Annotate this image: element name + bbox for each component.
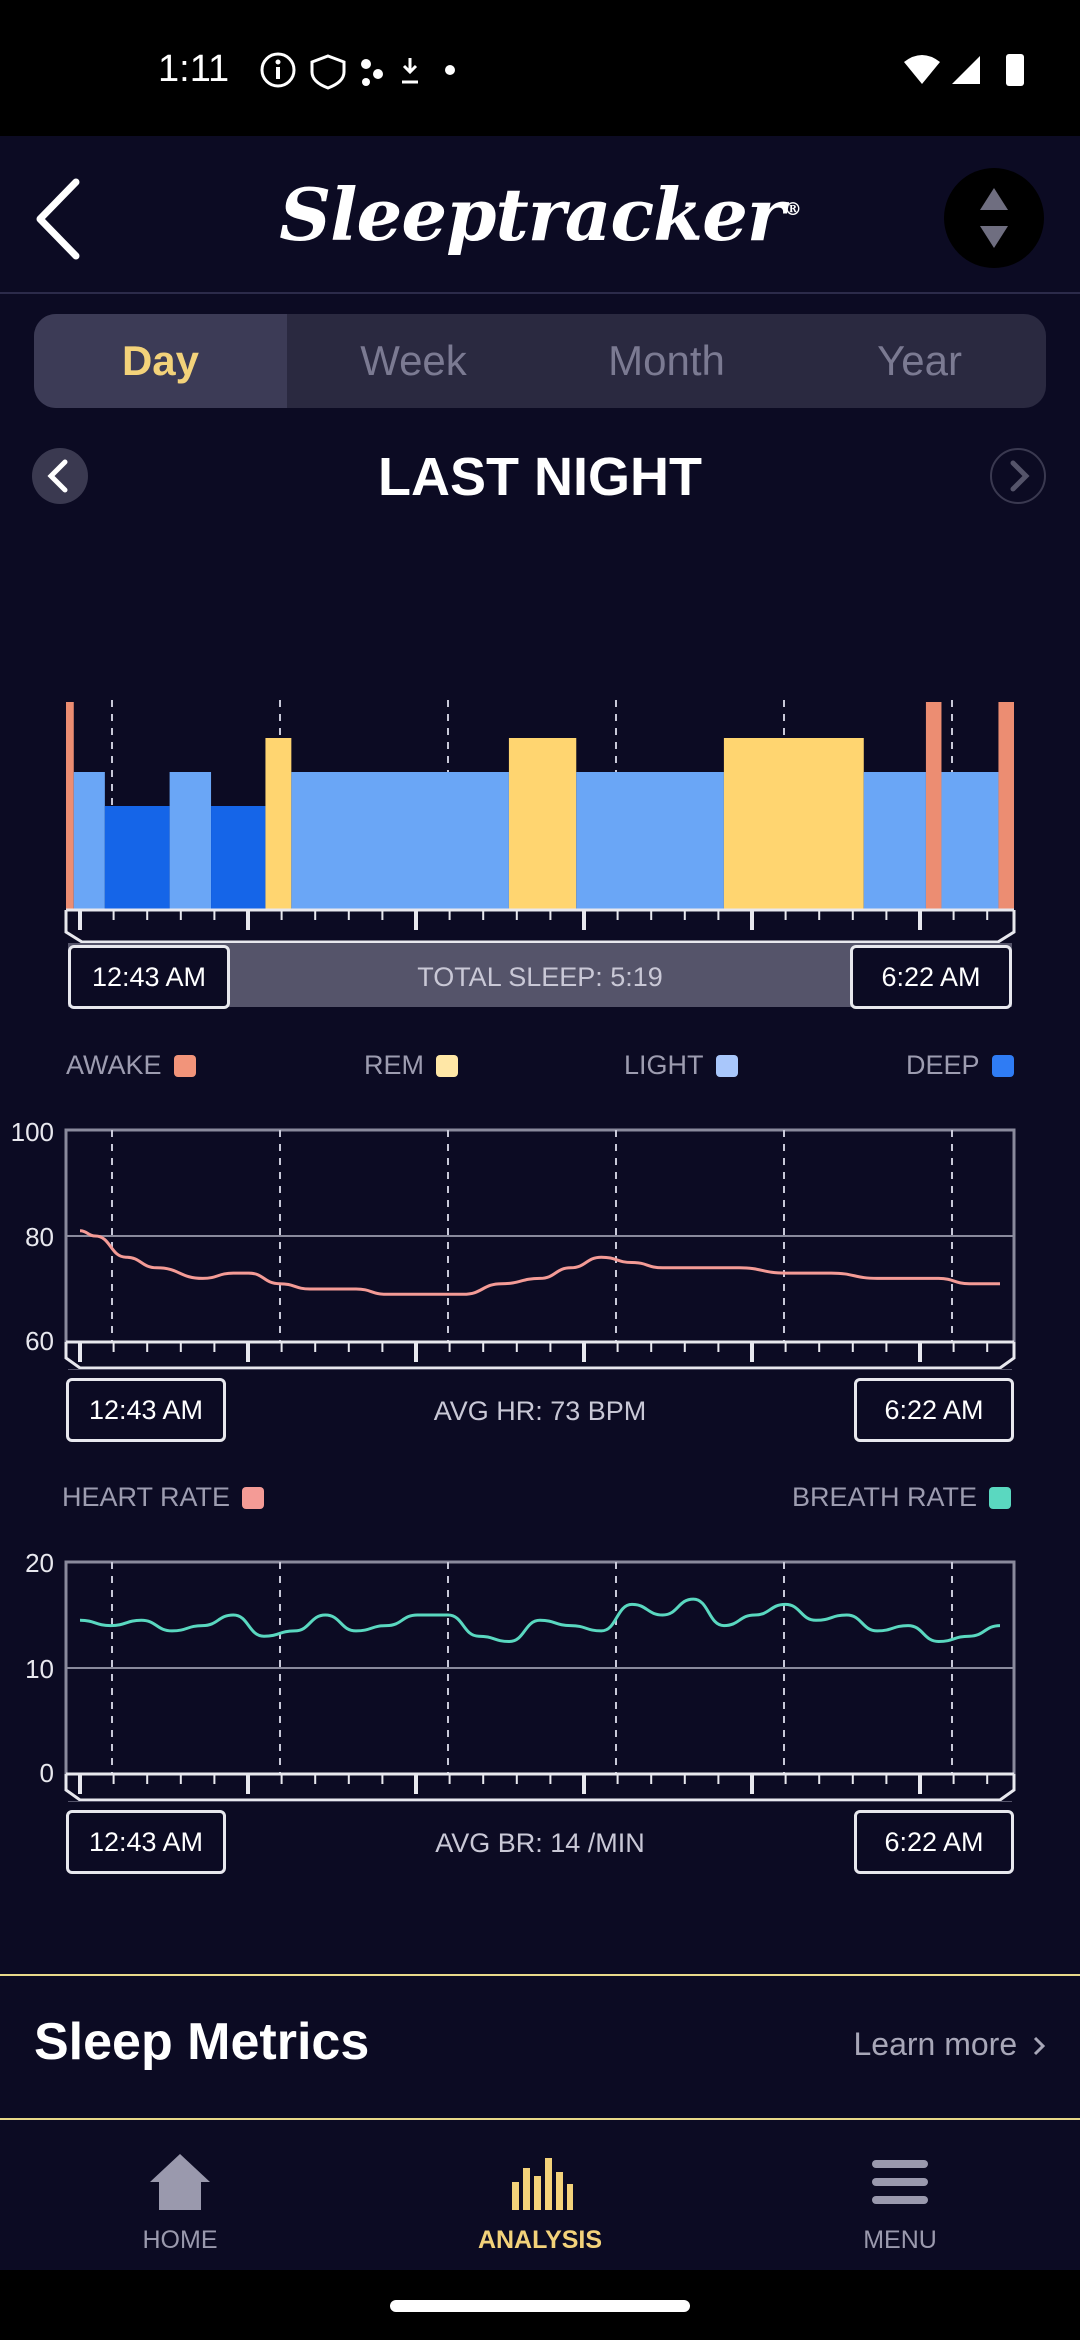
hr-end-time: 6:22 AM (854, 1378, 1014, 1442)
heart-rate-chart (64, 1128, 1016, 1370)
legend-deep: DEEP (906, 1050, 1014, 1081)
home-gesture-bar[interactable] (390, 2300, 690, 2312)
stage-bracket (64, 910, 1016, 944)
app-logo: Sleeptracker® (0, 172, 1080, 257)
total-sleep-label: TOTAL SLEEP: 5:19 (417, 962, 663, 992)
hr-axis-mid: 80 (25, 1222, 54, 1252)
avg-br-label: AVG BR: 14 /MIN (435, 1828, 645, 1858)
next-period-button[interactable] (990, 448, 1046, 504)
legend-heart-rate-label: HEART RATE (62, 1482, 231, 1512)
legend-awake-label: AWAKE (66, 1050, 162, 1080)
br-axis-bottom: 0 (39, 1758, 54, 1788)
stage-segment-deep (104, 806, 170, 910)
legend-breath-rate-swatch (989, 1486, 1012, 1509)
home-icon (150, 2154, 210, 2210)
legend-awake-swatch (173, 1054, 196, 1077)
stage-segment-light (576, 772, 724, 910)
legend-deep-label: DEEP (906, 1050, 980, 1080)
tab-year[interactable]: Year (877, 337, 962, 384)
br-end-time: 6:22 AM (854, 1810, 1014, 1874)
up-down-arrows-icon (980, 188, 1008, 248)
breath-rate-chart (64, 1560, 1016, 1802)
heart-rate-summary-bar (68, 1369, 1012, 1370)
nav-home-label: HOME (142, 2226, 218, 2254)
back-arrow-icon[interactable] (28, 174, 98, 264)
heart-rate-bracket (64, 1342, 1016, 1370)
br-axis-top: 20 (25, 1548, 54, 1578)
hamburger-menu-icon (872, 2160, 928, 2204)
tab-day[interactable]: Day (34, 314, 287, 408)
avg-hr-label: AVG HR: 73 BPM (433, 1396, 647, 1426)
nav-menu[interactable]: MENU (720, 2120, 1080, 2270)
stage-segment-rem (265, 738, 292, 910)
stage-segment-awake (925, 702, 942, 910)
legend-breath-rate: BREATH RATE (792, 1482, 1012, 1513)
legend-awake: AWAKE (66, 1050, 196, 1081)
learn-more-label: Learn more (853, 2026, 1018, 2062)
sleep-metrics-title: Sleep Metrics (34, 2013, 370, 2071)
br-start-time: 12:43 AM (66, 1810, 226, 1874)
sort-button[interactable] (944, 168, 1044, 268)
stage-segment-awake (66, 702, 74, 910)
nav-home[interactable]: HOME (0, 2120, 360, 2270)
learn-more-link[interactable]: Learn more (853, 2026, 1048, 2063)
br-axis-mid: 10 (25, 1654, 54, 1684)
heart-rate-line (79, 1229, 1000, 1296)
stage-segment-rem (723, 738, 864, 910)
period-tabs: Day Week Month Year (34, 314, 1046, 408)
notification-icons (260, 52, 455, 90)
breath-rate-line (79, 1597, 1001, 1644)
app-bar: Sleeptracker® (0, 136, 1080, 294)
stage-segment-light (941, 772, 999, 910)
system-status-icons (904, 54, 1024, 86)
breath-rate-bracket (64, 1774, 1016, 1802)
stage-segment-light (291, 772, 509, 910)
stage-segment-light (863, 772, 926, 910)
legend-light-label: LIGHT (624, 1050, 704, 1080)
legend-light-swatch (715, 1054, 738, 1077)
sleep-metrics-section: Sleep Metrics Learn more (0, 1974, 1080, 2120)
previous-period-button[interactable] (32, 448, 88, 504)
legend-breath-rate-label: BREATH RATE (792, 1482, 978, 1512)
stage-segment-deep (211, 806, 266, 910)
breath-rate-summary-bar (68, 1801, 1012, 1802)
nav-analysis-label: ANALYSIS (477, 2226, 603, 2254)
chevron-right-small-icon (1033, 2036, 1046, 2056)
legend-heart-rate: HEART RATE (62, 1482, 265, 1513)
status-time: 1:11 (158, 48, 230, 90)
legend-light: LIGHT (624, 1050, 738, 1081)
status-bar: 1:11 (0, 0, 1080, 136)
tab-week[interactable]: Week (360, 337, 467, 384)
nav-menu-label: MENU (863, 2226, 937, 2254)
stage-segment-awake (998, 702, 1014, 910)
bottom-navigation: HOME ANALYSIS MENU (0, 2120, 1080, 2270)
legend-rem-swatch (436, 1054, 458, 1077)
bar-chart-icon (512, 2158, 573, 2210)
app-title: Sleeptracker (279, 172, 785, 257)
chevron-left-icon (47, 459, 68, 493)
stage-segment-light (169, 772, 212, 910)
stage-start-time: 12:43 AM (68, 945, 230, 1009)
legend-rem-label: REM (364, 1050, 424, 1080)
hr-axis-top: 100 (10, 1117, 54, 1147)
nav-analysis[interactable]: ANALYSIS (360, 2120, 720, 2270)
hr-start-time: 12:43 AM (66, 1378, 226, 1442)
stage-segment-rem (508, 738, 577, 910)
legend-rem: REM (364, 1050, 458, 1081)
hr-axis-bottom: 60 (25, 1326, 54, 1356)
period-title: LAST NIGHT (378, 447, 702, 507)
chevron-right-icon (1010, 460, 1030, 492)
stage-segment-light (73, 772, 105, 910)
stage-end-time: 6:22 AM (850, 945, 1012, 1009)
legend-heart-rate-swatch (242, 1486, 265, 1509)
legend-deep-swatch (991, 1054, 1014, 1077)
tab-month[interactable]: Month (608, 337, 725, 384)
registered-mark: ® (783, 199, 802, 220)
